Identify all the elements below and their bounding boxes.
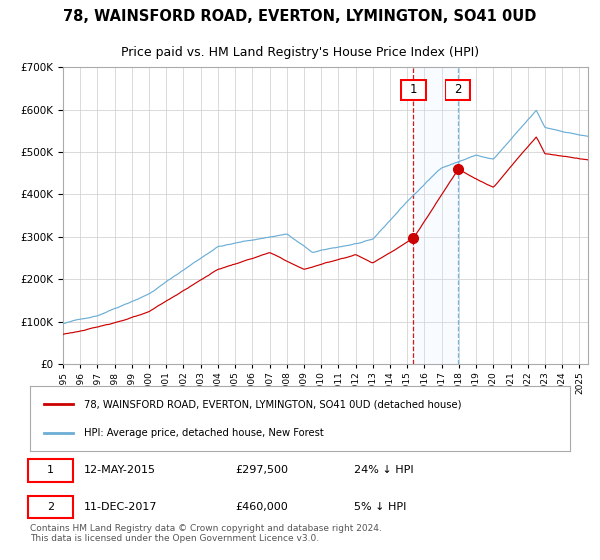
Bar	[413, 67, 458, 364]
Text: Contains HM Land Registry data © Crown copyright and database right 2024.
This d: Contains HM Land Registry data © Crown c…	[30, 524, 382, 543]
Text: 1: 1	[47, 465, 54, 475]
Text: 12-MAY-2015: 12-MAY-2015	[84, 465, 156, 475]
Text: 2: 2	[454, 83, 461, 96]
Text: 2: 2	[47, 502, 54, 512]
Text: 78, WAINSFORD ROAD, EVERTON, LYMINGTON, SO41 0UD (detached house): 78, WAINSFORD ROAD, EVERTON, LYMINGTON, …	[84, 399, 461, 409]
Text: HPI: Average price, detached house, New Forest: HPI: Average price, detached house, New …	[84, 428, 324, 438]
FancyBboxPatch shape	[401, 80, 426, 100]
FancyBboxPatch shape	[445, 80, 470, 100]
Text: 1: 1	[410, 83, 417, 96]
FancyBboxPatch shape	[28, 459, 73, 482]
Text: £460,000: £460,000	[235, 502, 288, 512]
Text: 11-DEC-2017: 11-DEC-2017	[84, 502, 157, 512]
FancyBboxPatch shape	[28, 496, 73, 518]
Text: 78, WAINSFORD ROAD, EVERTON, LYMINGTON, SO41 0UD: 78, WAINSFORD ROAD, EVERTON, LYMINGTON, …	[64, 10, 536, 24]
Text: 5% ↓ HPI: 5% ↓ HPI	[354, 502, 406, 512]
Text: £297,500: £297,500	[235, 465, 288, 475]
Text: Price paid vs. HM Land Registry's House Price Index (HPI): Price paid vs. HM Land Registry's House …	[121, 46, 479, 59]
Text: 24% ↓ HPI: 24% ↓ HPI	[354, 465, 413, 475]
